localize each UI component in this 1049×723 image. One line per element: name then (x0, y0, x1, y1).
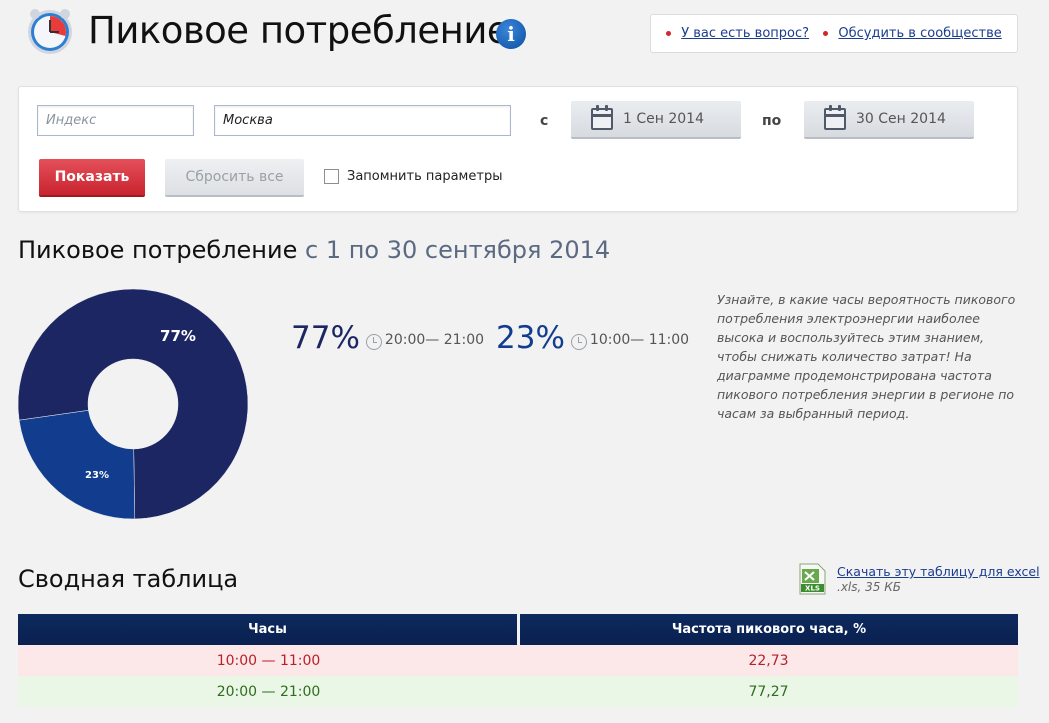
file-size: .xls, 35 КБ (837, 580, 901, 594)
page-title: Пиковое потребление (88, 9, 510, 52)
cell-hours: 20:00 — 21:00 (216, 683, 321, 700)
excel-file-icon[interactable]: XLS (799, 563, 826, 595)
question-link[interactable]: У вас есть вопрос? (666, 26, 809, 41)
help-links: У вас есть вопрос? Обсудить в сообществе (650, 14, 1018, 53)
table-row: 20:00 — 21:00 77,27 (18, 676, 1018, 707)
table-row: 10:00 — 11:00 22,73 (18, 645, 1018, 676)
bullet-dot (666, 31, 672, 36)
pie-slice (18, 289, 248, 519)
community-link-label[interactable]: Обсудить в сообществе (838, 26, 1002, 41)
reset-button[interactable]: Сбросить все (165, 159, 304, 197)
community-link[interactable]: Обсудить в сообществе (823, 26, 1002, 41)
stat-time: 10:00— 11:00 (570, 332, 690, 350)
city-input[interactable] (214, 105, 511, 136)
slice-label: 23% (85, 470, 109, 481)
from-date-button[interactable]: 1 Сен 2014 (571, 101, 741, 139)
info-icon[interactable]: i (496, 19, 526, 49)
section-title: Пиковое потребление с 1 по 30 сентября 2… (18, 236, 610, 264)
stat-percent: 23% (496, 320, 565, 356)
stat-time-label: 20:00— 21:00 (384, 332, 485, 348)
stat-time-label: 10:00— 11:00 (589, 332, 690, 348)
summary-table-title: Сводная таблица (18, 565, 239, 593)
remember-checkbox[interactable]: Запомнить параметры (324, 169, 502, 184)
to-date-button[interactable]: 30 Сен 2014 (804, 101, 974, 139)
filter-panel: с 1 Сен 2014 по 30 Сен 2014 Показать Сбр… (18, 86, 1018, 212)
chart-description: Узнайте, в какие часы вероятность пиково… (717, 292, 1016, 421)
clock-icon (570, 334, 587, 350)
stat-time: 20:00— 21:00 (365, 332, 485, 350)
alarm-clock-icon (28, 9, 72, 54)
calendar-icon (591, 105, 613, 130)
checkbox[interactable] (324, 169, 339, 184)
xls-badge: XLS (805, 585, 820, 593)
question-link-label[interactable]: У вас есть вопрос? (681, 26, 810, 41)
table-header: Часы Частота пикового часа, % (18, 614, 1018, 645)
column-header-hours: Часы (18, 614, 517, 645)
cell-frequency: 77,27 (748, 683, 789, 700)
bullet-dot (823, 31, 829, 36)
cell-frequency: 22,73 (748, 652, 789, 669)
from-date-value: 1 Сен 2014 (623, 111, 704, 127)
summary-table: Часы Частота пикового часа, % 10:00 — 11… (18, 614, 1018, 707)
download-excel-link[interactable]: Скачать эту таблицу для excel (837, 564, 1040, 579)
cell-hours: 10:00 — 11:00 (216, 652, 321, 669)
slice-label: 77% (160, 327, 196, 345)
section-date-range: с 1 по 30 сентября 2014 (305, 236, 611, 264)
stat-percent: 77% (291, 320, 360, 356)
calendar-icon (824, 105, 846, 130)
stat-evening: 77% 20:00— 21:00 (291, 320, 484, 356)
clock-icon (365, 334, 382, 350)
stat-morning: 23% 10:00— 11:00 (496, 320, 689, 356)
section-title-text: Пиковое потребление (18, 236, 298, 264)
index-input[interactable] (37, 105, 194, 136)
show-button[interactable]: Показать (39, 159, 145, 197)
to-label: по (762, 113, 782, 129)
peak-donut-chart: 77% 23% (18, 289, 248, 519)
column-header-frequency: Частота пикового часа, % (520, 614, 1018, 645)
to-date-value: 30 Сен 2014 (856, 111, 946, 127)
remember-label: Запомнить параметры (347, 169, 503, 184)
from-label: с (540, 113, 549, 129)
pie-slice (18, 410, 136, 519)
